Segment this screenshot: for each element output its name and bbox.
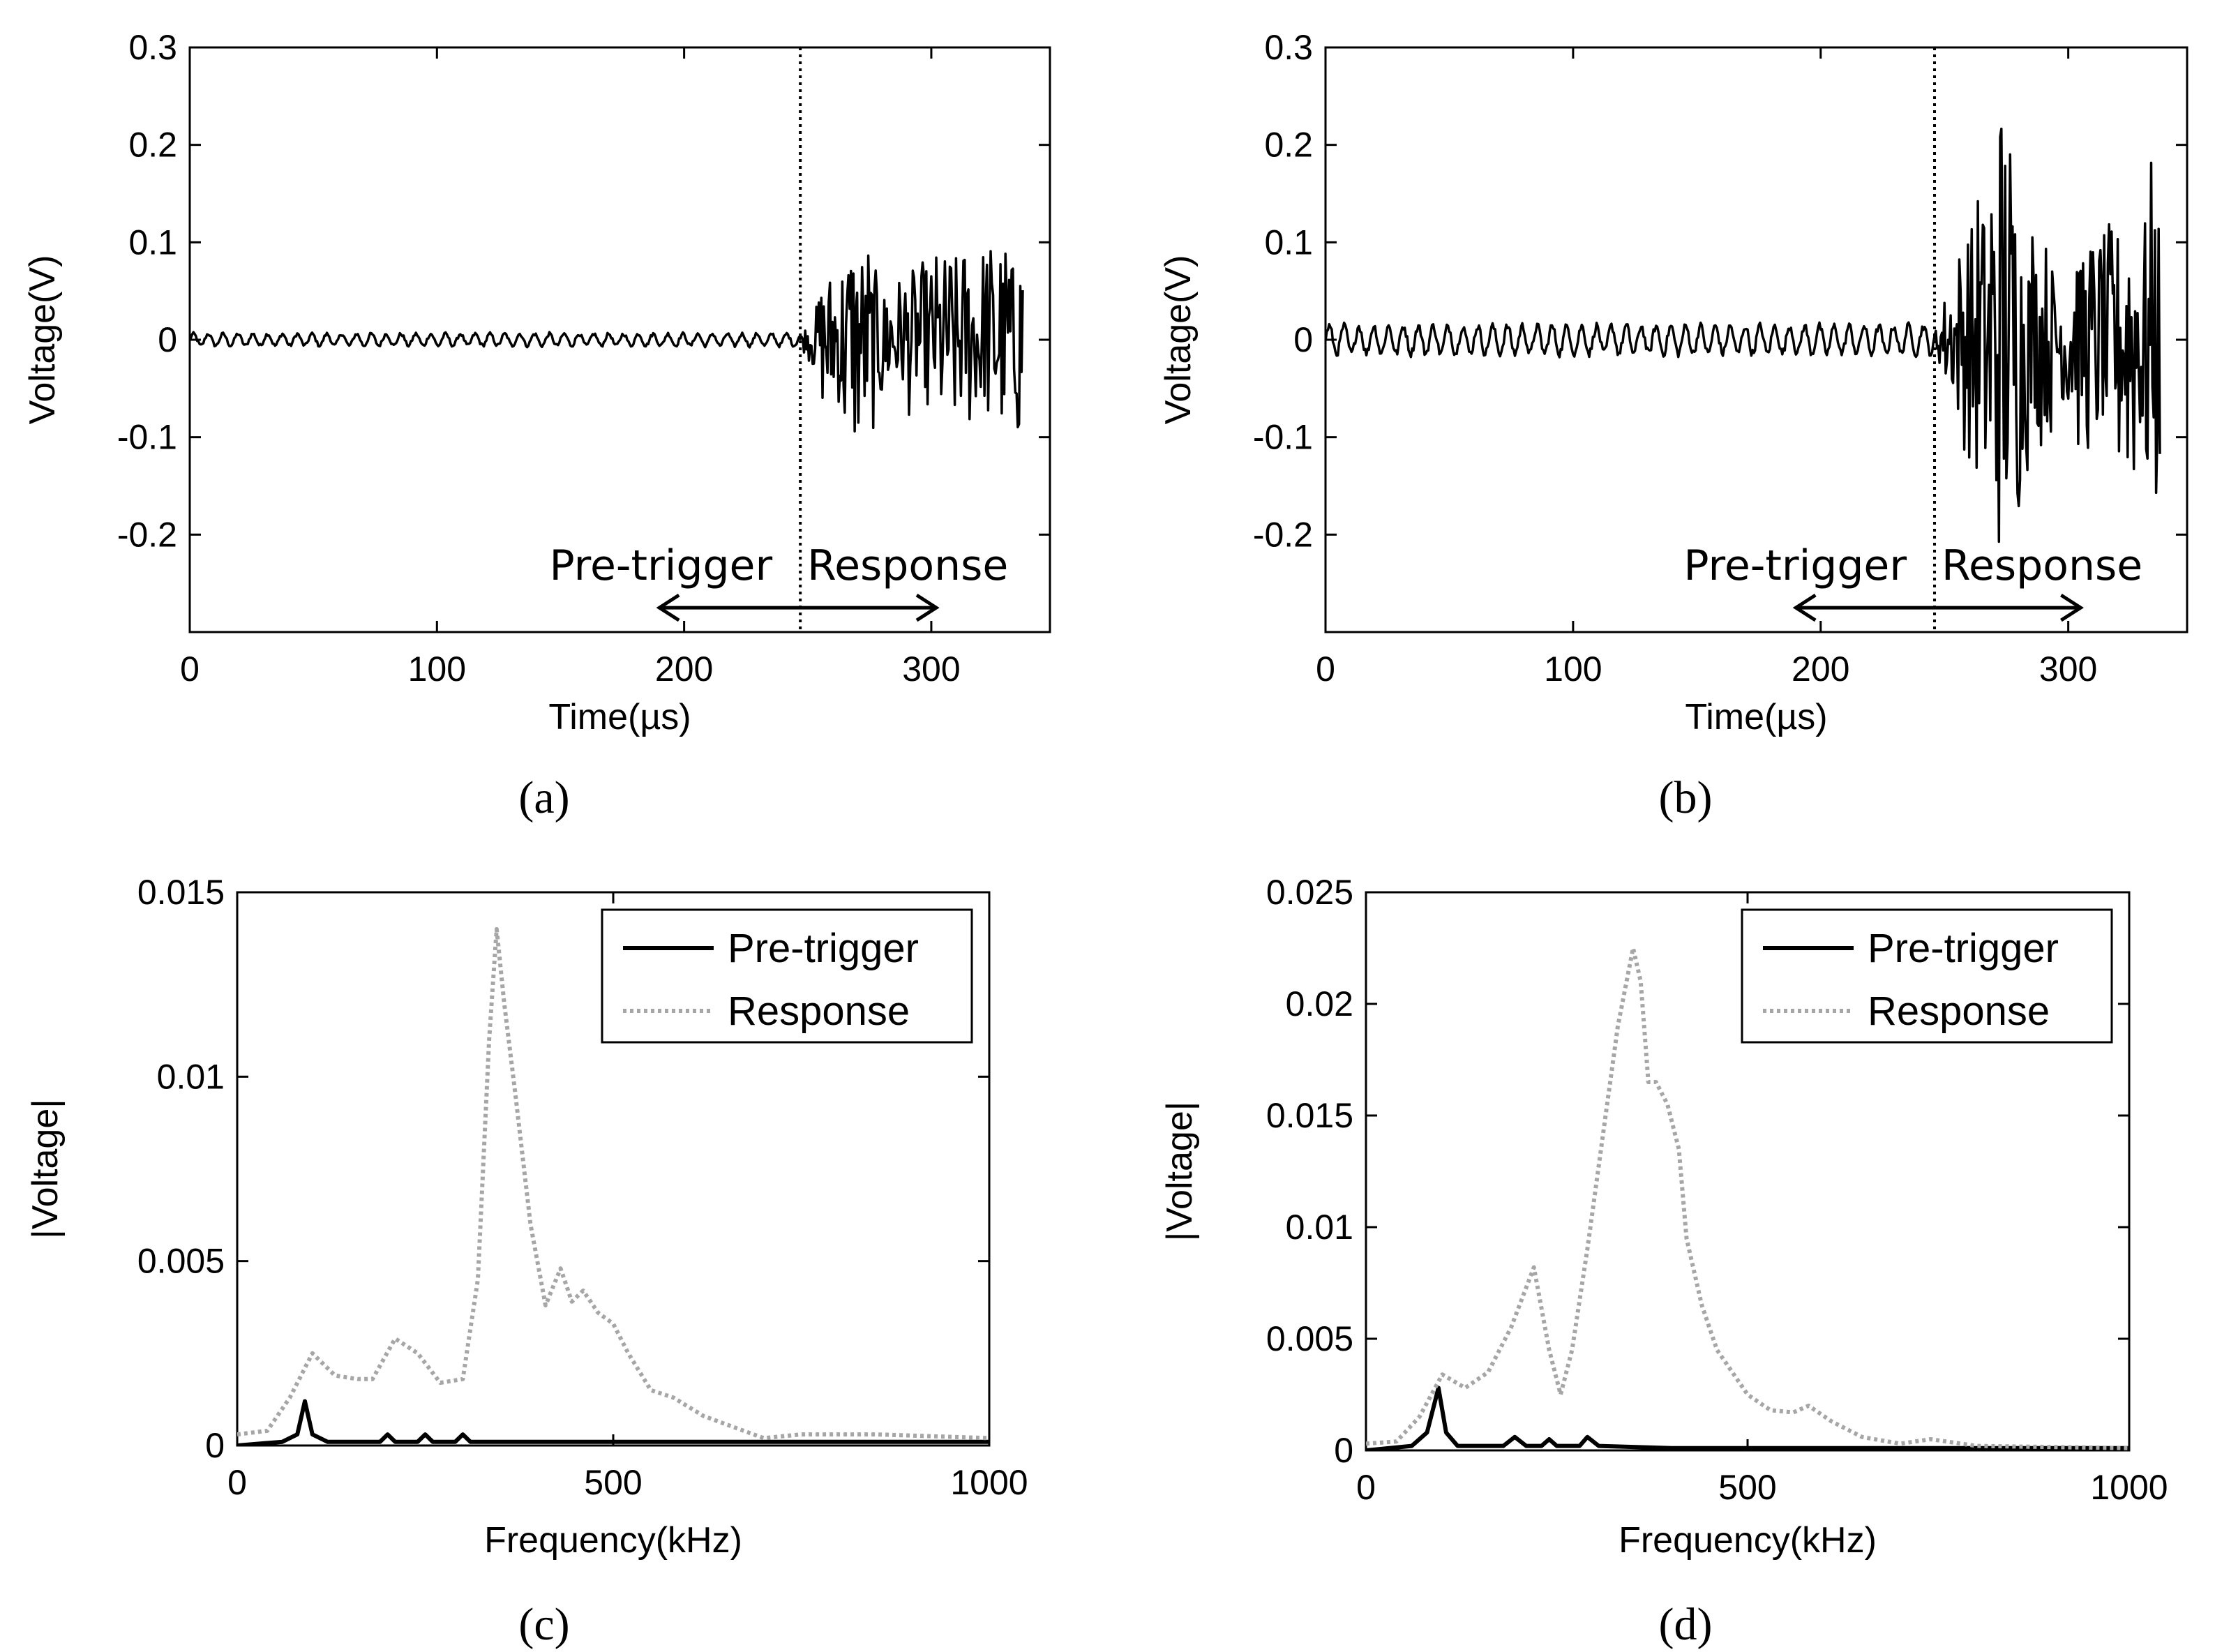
y-tick-label: 0.2 — [1264, 126, 1313, 165]
y-tick-label: 0.1 — [128, 223, 177, 262]
y-axis-label: |Voltage| — [1159, 1102, 1200, 1242]
y-axis-label: |Voltage| — [25, 1099, 66, 1239]
annotation-pre-trigger: Pre-trigger — [1683, 541, 1907, 590]
x-tick-label: 300 — [902, 649, 960, 689]
plot-area — [237, 926, 989, 1446]
x-tick-label: 1000 — [2090, 1468, 2168, 1507]
x-tick-label: 100 — [408, 649, 466, 689]
legend-box — [601, 908, 973, 1044]
annotation-response: Response — [1942, 541, 2142, 590]
annotation-arrow-head-left — [1792, 593, 1817, 622]
x-tick-label: 0 — [227, 1463, 247, 1502]
x-tick-label: 0 — [1356, 1468, 1376, 1507]
legend-label-response: Response — [728, 989, 910, 1034]
y-tick-label: -0.2 — [1253, 515, 1313, 554]
x-tick-label: 0 — [1316, 649, 1335, 689]
series-response-line — [237, 926, 989, 1441]
panel-label-d: (d) — [1659, 1599, 1713, 1650]
annotation-pre-trigger: Pre-trigger — [549, 541, 772, 590]
y-tick-label: 0.02 — [1286, 984, 1353, 1023]
y-tick-label: -0.1 — [117, 418, 177, 457]
x-axis-label: Time(µs) — [548, 697, 691, 737]
series-pre-trigger-line — [1366, 1386, 2129, 1450]
y-tick-label: 0.1 — [1264, 223, 1313, 262]
y-tick-label: 0.025 — [1266, 873, 1353, 912]
signal-line — [190, 250, 1024, 433]
y-axis-label: Voltage(V) — [1158, 255, 1199, 425]
legend-label-response: Response — [1868, 989, 2050, 1034]
y-tick-label: 0.01 — [157, 1057, 225, 1096]
y-tick-label: 0.2 — [128, 126, 177, 165]
y-tick-label: 0.005 — [137, 1242, 225, 1281]
legend-label-pre-trigger: Pre-trigger — [728, 926, 919, 971]
panel-a: 0 100 200 300 -0.2 -0.1 0 0.1 0.2 0.3 Time(µs) Volt… — [22, 28, 1051, 737]
y-tick-label: 0.3 — [128, 28, 177, 67]
y-tick-label: 0 — [158, 320, 177, 359]
series-response-line — [1366, 946, 2129, 1450]
panel-label-c: (c) — [518, 1599, 569, 1650]
y-tick-label: 0.015 — [1266, 1096, 1353, 1135]
x-axis-label: Frequency(kHz) — [1619, 1520, 1877, 1561]
panel-label-b: (b) — [1659, 772, 1713, 823]
panel-d: 0 500 1000 0 0.005 0.01 0.015 0.02 0.025 Frequenc… — [1159, 873, 2168, 1561]
y-tick-label: -0.2 — [117, 515, 177, 554]
x-axis-label: Time(µs) — [1685, 697, 1827, 737]
x-tick-label: 200 — [1792, 649, 1849, 689]
plot-area — [1366, 946, 2129, 1450]
series-pre-trigger-line — [237, 1399, 989, 1446]
x-tick-label: 500 — [584, 1463, 642, 1502]
plot-area — [190, 250, 1024, 433]
x-tick-label: 100 — [1544, 649, 1602, 689]
annotation-response: Response — [807, 541, 1008, 590]
annotation-arrow-head-right — [2060, 593, 2085, 622]
legend-label-pre-trigger: Pre-trigger — [1868, 926, 2059, 971]
panel-label-a: (a) — [518, 772, 569, 823]
y-tick-label: 0 — [1293, 320, 1313, 359]
y-tick-label: -0.1 — [1253, 418, 1313, 457]
x-tick-label: 0 — [180, 649, 200, 689]
annotation-arrow-head-right — [915, 593, 940, 622]
y-tick-label: 0.01 — [1286, 1208, 1353, 1247]
x-tick-label: 300 — [2039, 649, 2097, 689]
legend-box — [1741, 908, 2113, 1044]
annotation-arrow-head-left — [656, 593, 680, 622]
panel-b: 0 100 200 300 -0.2 -0.1 0 0.1 0.2 0.3 Time(µs) Volt… — [1158, 28, 2188, 737]
y-tick-label: 0.015 — [137, 873, 225, 912]
x-tick-label: 200 — [655, 649, 713, 689]
signal-line — [1326, 127, 2161, 543]
panel-c: 0 500 1000 0 0.005 0.01 0.015 Frequency(kHz) |Vo… — [25, 873, 1028, 1561]
x-tick-label: 500 — [1718, 1468, 1776, 1507]
y-tick-label: 0.005 — [1266, 1319, 1353, 1358]
y-tick-label: 0.3 — [1264, 28, 1313, 67]
x-axis-label: Frequency(kHz) — [484, 1520, 742, 1561]
y-tick-label: 0 — [1334, 1431, 1353, 1470]
plot-area — [1326, 127, 2161, 543]
y-axis-label: Voltage(V) — [22, 255, 63, 425]
y-tick-label: 0 — [205, 1426, 225, 1465]
x-tick-label: 1000 — [950, 1463, 1028, 1502]
